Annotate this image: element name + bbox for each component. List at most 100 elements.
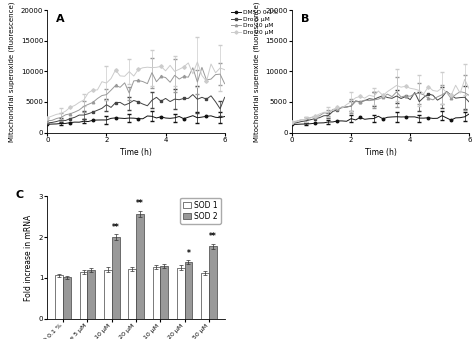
Y-axis label: Mitochondrial superoxide (fluorescence): Mitochondrial superoxide (fluorescence): [9, 1, 15, 142]
Dro 20 μM: [72, 103, 78, 107]
Dro 10 μM: [190, 66, 196, 70]
Dro 5 μM: [149, 98, 155, 102]
Dro 20 μM: [217, 66, 223, 70]
Dro 10 μM: [94, 97, 100, 101]
Amio 10 μM: [335, 108, 340, 112]
Dro 5 μM: [167, 100, 173, 104]
Dro 20 μM: [63, 109, 68, 113]
DMSO 0.1%: [444, 116, 449, 120]
Amio 50 μM: [371, 94, 377, 98]
Amio 10 μM: [330, 109, 336, 114]
DMSO 0.1%: [344, 119, 349, 123]
Dro 5 μM: [181, 96, 187, 100]
Amio 10 μM: [417, 100, 422, 104]
Dro 10 μM: [117, 85, 123, 89]
Amio 20 μM: [289, 120, 295, 124]
Amio 50 μM: [335, 105, 340, 109]
Amio 20 μM: [466, 93, 472, 97]
Amio 50 μM: [362, 96, 367, 100]
Amio 20 μM: [317, 114, 322, 118]
Amio 10 μM: [357, 100, 363, 104]
DMSO 0.1%: [430, 116, 436, 120]
Amio 10 μM: [366, 97, 372, 101]
Dro 20 μM: [76, 100, 82, 104]
Dro 5 μM: [58, 118, 64, 122]
Amio 10 μM: [466, 100, 472, 104]
Amio 20 μM: [362, 98, 367, 102]
DMSO 0.1%: [181, 117, 187, 121]
DMSO 0.1%: [348, 117, 354, 121]
Amio 10 μM: [444, 89, 449, 94]
Dro 5 μM: [67, 117, 73, 121]
Dro 10 μM: [72, 110, 78, 114]
Dro 5 μM: [122, 103, 128, 107]
Dro 5 μM: [163, 96, 168, 100]
Dro 20 μM: [94, 88, 100, 92]
DMSO 0.1%: [222, 115, 228, 119]
DMSO 0.1%: [127, 116, 132, 120]
Amio 20 μM: [435, 95, 440, 99]
Amio 20 μM: [312, 115, 318, 119]
Dro 20 μM: [127, 69, 132, 74]
Dro 20 μM: [99, 80, 105, 84]
Dro 20 μM: [54, 112, 59, 116]
DMSO 0.1%: [72, 120, 78, 124]
DMSO 0.1%: [85, 120, 91, 124]
Dro 10 μM: [45, 119, 50, 123]
Amio 50 μM: [294, 119, 300, 123]
Dro 20 μM: [181, 65, 187, 69]
Amio 20 μM: [357, 100, 363, 104]
Dro 10 μM: [172, 73, 177, 77]
Dro 5 μM: [108, 105, 114, 109]
Y-axis label: Mitochondrial superoxide (fluorescence): Mitochondrial superoxide (fluorescence): [253, 1, 260, 142]
Dro 10 μM: [163, 76, 168, 80]
DMSO 0.1%: [330, 120, 336, 124]
Amio 50 μM: [307, 116, 313, 120]
Amio 50 μM: [421, 92, 427, 96]
Amio 10 μM: [307, 118, 313, 122]
Dro 20 μM: [172, 69, 177, 73]
Dro 10 μM: [145, 82, 150, 86]
Bar: [177, 268, 184, 319]
Dro 10 μM: [222, 82, 228, 86]
Dro 5 μM: [185, 96, 191, 100]
Bar: [128, 269, 136, 319]
Bar: [201, 273, 209, 319]
Amio 50 μM: [426, 84, 431, 88]
Dro 10 μM: [204, 78, 210, 82]
Amio 10 μM: [439, 95, 445, 99]
Dro 10 μM: [181, 74, 187, 78]
Dro 5 μM: [222, 95, 228, 99]
Amio 10 μM: [326, 114, 331, 118]
Amio 10 μM: [435, 98, 440, 102]
Amio 10 μM: [407, 98, 413, 102]
Amio 20 μM: [307, 116, 313, 120]
Amio 10 μM: [339, 105, 345, 109]
Bar: [160, 266, 168, 319]
Amio 10 μM: [453, 96, 458, 100]
Text: B: B: [301, 14, 309, 24]
DMSO 0.1%: [194, 116, 200, 120]
Amio 10 μM: [380, 94, 386, 98]
Dro 5 μM: [158, 99, 164, 103]
DMSO 0.1%: [407, 115, 413, 119]
DMSO 0.1%: [217, 116, 223, 120]
Text: A: A: [56, 14, 65, 24]
Amio 10 μM: [375, 95, 381, 99]
Dro 10 μM: [122, 81, 128, 85]
Dro 10 μM: [113, 83, 118, 87]
Amio 50 μM: [366, 93, 372, 97]
Bar: [209, 246, 217, 319]
Text: **: **: [209, 232, 217, 241]
Dro 20 μM: [163, 69, 168, 73]
DMSO 0.1%: [312, 121, 318, 125]
Amio 10 μM: [348, 104, 354, 108]
Dro 5 μM: [76, 113, 82, 117]
Amio 20 μM: [430, 98, 436, 102]
DMSO 0.1%: [136, 117, 141, 121]
Line: Dro 5 μM: Dro 5 μM: [46, 93, 226, 124]
Dro 20 μM: [117, 74, 123, 78]
DMSO 0.1%: [335, 119, 340, 123]
DMSO 0.1%: [357, 115, 363, 119]
Amio 20 μM: [326, 111, 331, 115]
